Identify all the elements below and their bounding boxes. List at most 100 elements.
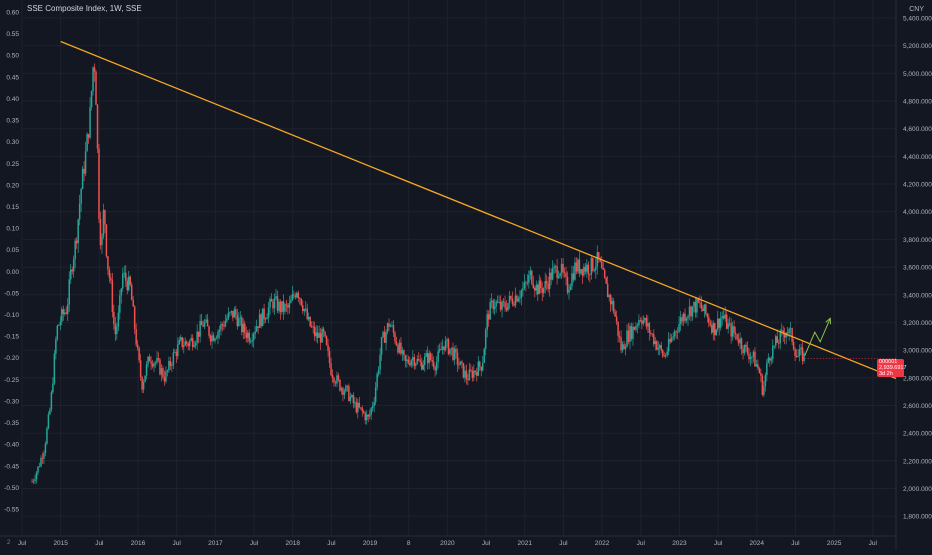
candle-body (678, 323, 680, 332)
candle-body (650, 332, 652, 334)
candle-body (64, 312, 66, 314)
candle-body (276, 296, 279, 311)
candle-body (763, 386, 765, 395)
candle-body (199, 321, 201, 337)
candle-body (566, 276, 569, 293)
candle-body (316, 332, 319, 338)
candle-body (742, 348, 744, 354)
candle-body (125, 272, 127, 281)
candle-body (303, 309, 306, 311)
candle-body (483, 348, 485, 363)
right-axis-tick: 2,800.0000 (903, 375, 932, 382)
candle-body (615, 316, 618, 322)
candle-body (299, 297, 301, 299)
candle-body (214, 338, 216, 341)
candle-body (50, 392, 53, 410)
candle-body (246, 332, 249, 338)
candle-body (542, 288, 545, 294)
candle-body (612, 301, 615, 312)
annotations[interactable] (60, 40, 897, 380)
candle-body (141, 376, 143, 390)
trendline[interactable] (60, 40, 897, 380)
candle-body (435, 362, 438, 371)
candle-body (428, 353, 430, 364)
candle-body (321, 328, 323, 343)
candle-body (520, 290, 523, 298)
candle-body (531, 270, 533, 284)
candle-body (193, 345, 195, 347)
candle-body (557, 276, 560, 278)
candle-body (315, 332, 317, 337)
candle-body (81, 168, 84, 189)
candle-body (171, 365, 173, 366)
candle-body (105, 224, 108, 257)
candle-body (653, 334, 655, 345)
candle-body (471, 370, 474, 378)
candle-body (113, 312, 115, 325)
candle-body (282, 301, 285, 312)
projection-arrow[interactable] (804, 318, 831, 356)
candle-body (361, 407, 364, 412)
candle-body (464, 370, 466, 378)
candle-body (708, 317, 710, 324)
candle-body (602, 267, 604, 270)
candle-body (541, 288, 543, 294)
corner-tag: 2 (7, 540, 11, 546)
candle-body (229, 312, 231, 314)
candle-body (685, 318, 688, 321)
candle-body (770, 358, 773, 361)
candle-body (154, 362, 157, 364)
candle-body (96, 104, 99, 149)
candle-body (522, 287, 524, 291)
candle-body (623, 344, 625, 350)
candle-body (55, 339, 57, 354)
candle-body (65, 312, 68, 314)
candle-body (111, 280, 114, 313)
candle-body (296, 292, 298, 298)
candle-body (620, 337, 622, 351)
candle-body (403, 350, 405, 356)
candle-body (345, 385, 347, 392)
candle-body (307, 316, 310, 320)
candle-body (667, 339, 670, 352)
candle-body (443, 346, 445, 351)
candle-body (266, 317, 268, 320)
x-axis-tick: Jul (95, 540, 104, 547)
left-axis-tick: 0.40 (6, 96, 19, 103)
candle-body (365, 414, 368, 421)
projection-arrow-head (825, 317, 832, 325)
candle-body (208, 326, 210, 336)
candle-body (743, 344, 746, 354)
candle-body (495, 301, 497, 307)
left-axis-tick: 0.20 (6, 182, 19, 189)
candle-body (302, 305, 304, 311)
candle-body (722, 316, 725, 319)
candle-body (330, 363, 332, 376)
candle-body (177, 344, 179, 357)
candle-body (290, 300, 292, 304)
candle-body (547, 283, 549, 289)
candle-body (166, 370, 169, 372)
candle-body (139, 360, 142, 377)
candle-body (322, 328, 325, 332)
candle-body (651, 333, 654, 335)
candle-body (465, 370, 468, 380)
x-axis-tick: 2022 (595, 540, 610, 547)
candle-body (339, 379, 341, 391)
candle-body (110, 277, 112, 281)
left-axis: 0.60 0.55 0.50 0.45 0.40 0.35 0.30 0.25 0.20 0.15… (4, 10, 19, 514)
candle-body (480, 366, 483, 371)
candle-body (385, 331, 387, 343)
left-axis-tick: 0.15 (6, 204, 19, 211)
candle-body (539, 280, 542, 289)
candle-body (803, 353, 805, 361)
candle-body (75, 240, 78, 244)
candle-body (462, 362, 465, 378)
candle-body (135, 328, 137, 345)
candle-body (670, 337, 673, 342)
candle-body (404, 355, 407, 361)
candle-body (58, 324, 60, 326)
candle-body (249, 341, 252, 343)
